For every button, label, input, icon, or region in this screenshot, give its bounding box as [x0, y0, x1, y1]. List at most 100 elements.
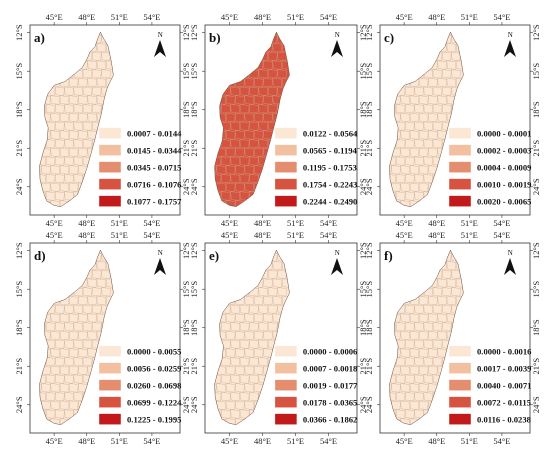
district-cell	[50, 130, 61, 140]
district-cell	[55, 374, 65, 384]
district-cell	[244, 330, 255, 340]
district-cell	[230, 104, 241, 114]
district-cell	[78, 313, 88, 323]
district-cell	[432, 69, 443, 79]
district-cell	[400, 130, 411, 140]
lat-label-left: 21°S	[14, 140, 24, 157]
district-cell	[423, 139, 434, 149]
district-cell	[92, 269, 102, 279]
district-cell	[239, 322, 250, 332]
district-cell	[221, 173, 231, 184]
district-cell	[428, 77, 438, 88]
district-cell	[230, 191, 241, 201]
district-cell	[446, 60, 457, 70]
north-arrow-shape	[504, 258, 516, 275]
district-cell	[225, 383, 236, 393]
district-cell	[64, 391, 74, 402]
legend-swatch	[448, 195, 472, 207]
lon-label-top: 54°E	[143, 12, 160, 22]
district-cell	[432, 121, 443, 131]
district-cell	[263, 278, 273, 288]
lat-label-right: 24°S	[531, 178, 541, 195]
district-cell	[405, 304, 415, 314]
district-cell	[400, 165, 411, 175]
district-cell	[50, 330, 61, 340]
district-cell	[50, 313, 61, 323]
district-cell	[214, 374, 222, 384]
legend-label: 0.0020 - 0.0065	[477, 197, 531, 207]
lat-label-right: 18°S	[531, 101, 541, 118]
district-cell	[68, 77, 79, 88]
legend-swatch	[274, 396, 298, 408]
lon-label-bottom: 54°E	[320, 436, 337, 446]
district-cell	[244, 130, 255, 140]
lon-label-bottom: 51°E	[111, 218, 128, 228]
legend-swatch	[274, 161, 298, 173]
legend-swatch	[274, 127, 298, 139]
district-cell	[446, 278, 457, 288]
district-cell	[50, 182, 61, 192]
lon-label-bottom: 45°E	[221, 218, 238, 228]
district-cell	[59, 348, 70, 358]
district-cell	[400, 400, 411, 410]
north-arrow-shape	[154, 258, 166, 275]
district-cell	[244, 400, 255, 410]
legend-label: 0.0072 - 0.0115	[477, 398, 531, 408]
district-cell	[277, 69, 287, 79]
district-cell	[39, 391, 47, 402]
district-cell	[428, 348, 438, 358]
district-cell	[87, 278, 97, 288]
district-cell	[400, 182, 411, 192]
district-cell	[437, 313, 447, 323]
district-cell	[437, 295, 447, 306]
district-cell	[400, 383, 411, 393]
district-cell	[239, 86, 250, 96]
district-cell	[258, 69, 269, 79]
district-cell	[68, 330, 79, 340]
district-cell	[45, 357, 56, 367]
district-cell	[221, 391, 231, 402]
district-cell	[267, 69, 278, 79]
legend-swatch	[98, 345, 122, 357]
lat-label-left: 24°S	[14, 178, 24, 195]
district-cell	[249, 121, 259, 131]
district-cell	[59, 200, 70, 207]
lat-label-right: 24°S	[531, 396, 541, 413]
legend-label: 0.0260 - 0.0698	[127, 381, 182, 391]
district-cell	[73, 139, 84, 149]
district-cell	[418, 383, 429, 393]
district-cell	[230, 304, 241, 314]
district-cell	[391, 165, 401, 175]
district-cell	[414, 374, 424, 384]
district-cell	[267, 104, 278, 114]
district-cell	[59, 165, 70, 175]
district-cell	[55, 322, 65, 332]
map-panel-1: a) N 0.0007 - 0.0144 0.0145 - 0.0344 0.0345 …	[14, 12, 191, 228]
district-cell	[101, 69, 111, 79]
lon-label-bottom: 48°E	[78, 436, 95, 446]
district-cell	[78, 112, 88, 122]
district-cell	[64, 86, 74, 96]
district-cell	[414, 339, 424, 349]
district-cell	[235, 95, 245, 105]
lon-label-top: 45°E	[46, 12, 63, 22]
district-cell	[253, 147, 264, 157]
lon-label-bottom: 48°E	[428, 218, 445, 228]
district-cell	[389, 391, 397, 402]
district-cell	[405, 86, 415, 96]
district-cell	[64, 322, 74, 332]
lat-label-right: 15°S	[181, 63, 191, 80]
district-cell	[418, 313, 429, 323]
lat-label-left: 18°S	[14, 101, 24, 118]
legend-label: 0.0010 - 0.0019	[477, 180, 531, 190]
coastline	[214, 249, 290, 425]
legend: 0.0122 - 0.0564 0.0565 - 0.1194 0.1195 - 0…	[274, 127, 358, 207]
district-cell	[442, 51, 452, 61]
district-cell	[92, 322, 102, 332]
district-cell	[244, 365, 255, 375]
legend-label: 0.0040 - 0.0071	[477, 381, 531, 391]
district-cell	[244, 147, 255, 157]
district-cell	[405, 121, 415, 131]
legend-swatch	[98, 379, 122, 391]
district-cell	[235, 200, 245, 207]
